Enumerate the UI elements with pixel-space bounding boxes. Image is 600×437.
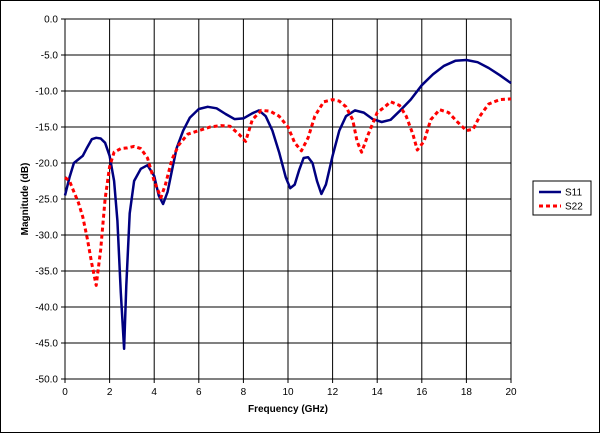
x-tick-label: 6: [196, 387, 202, 398]
x-axis-title: Frequency (GHz): [248, 404, 328, 415]
y-tick-label: -20.0: [35, 159, 58, 170]
x-tick-label: 10: [282, 387, 294, 398]
x-tick-label: 16: [416, 387, 428, 398]
y-tick-label: -15.0: [35, 123, 58, 134]
legend-label-s11: S11: [565, 188, 582, 199]
x-tick-label: 8: [241, 387, 247, 398]
x-tick-label: 14: [372, 387, 384, 398]
x-tick-label: 0: [62, 387, 68, 398]
y-tick-label: -35.0: [35, 267, 58, 278]
y-tick-label: -5.0: [41, 51, 59, 62]
y-tick-label: -50.0: [35, 375, 58, 386]
y-axis-title: Magnitude (dB): [20, 163, 31, 236]
x-tick-label: 12: [327, 387, 339, 398]
series-layer: [63, 58, 512, 351]
y-tick-label: -40.0: [35, 303, 58, 314]
legend-label-s22: S22: [565, 202, 583, 213]
x-tick-label: 4: [151, 387, 157, 398]
y-tick-label: 0.0: [44, 15, 58, 26]
grid-lines: [65, 19, 511, 379]
series-line-s11: [63, 58, 512, 351]
legend-box: [532, 180, 592, 216]
series-line-s22: [64, 97, 512, 287]
x-tick-label: 20: [505, 387, 517, 398]
y-tick-label: -25.0: [35, 195, 58, 206]
x-tick-label: 2: [107, 387, 113, 398]
y-tick-label: -45.0: [35, 339, 58, 350]
x-tick-label: 18: [461, 387, 473, 398]
y-tick-label: -30.0: [35, 231, 58, 242]
y-tick-label: -10.0: [35, 87, 58, 98]
tick-labels: 0.0 -5.0 -10.0 -15.0 -20.0 -25.0 -30.0 -35.0 -40…: [35, 15, 517, 399]
